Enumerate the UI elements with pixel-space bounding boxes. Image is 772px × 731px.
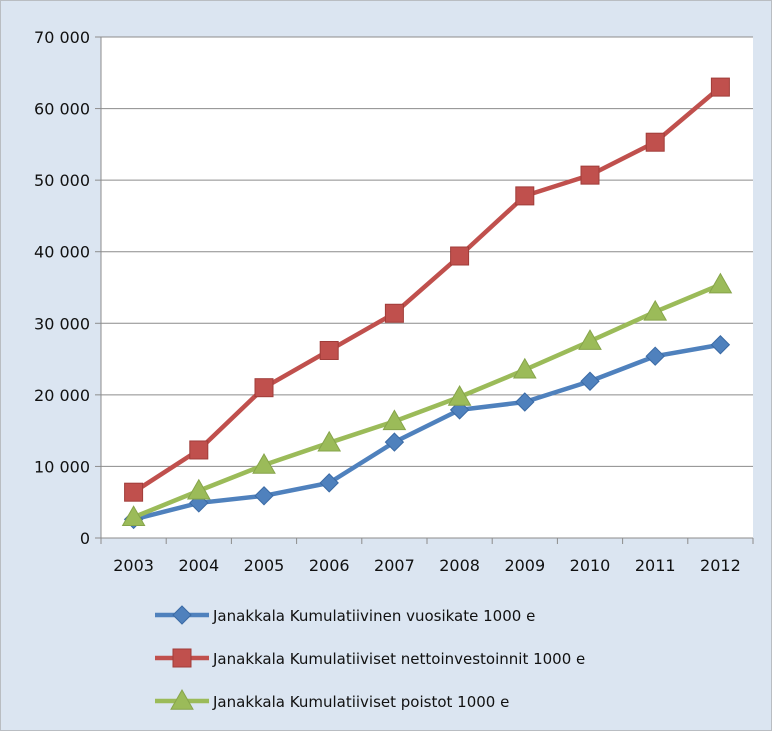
- data-point-0-2006: [319, 473, 339, 493]
- x-tick-label-2004: 2004: [178, 556, 219, 575]
- data-point-1-2012: [710, 77, 730, 97]
- data-point-1-2010: [580, 165, 600, 185]
- series-line-0: [131, 342, 723, 522]
- data-point-1-2011: [645, 132, 665, 152]
- legend-label-2: Janakkala Kumulatiiviset poistot 1000 e: [212, 693, 509, 711]
- y-tick-label-6: 60 000: [34, 100, 90, 119]
- axes: 0 10 000 20 000 30 000 40 000 50 000 60 000 70 …: [34, 28, 754, 575]
- data-point-1-2003: [124, 482, 144, 502]
- legend: Janakkala Kumulatiivinen vuosikate 1000 …: [155, 605, 585, 711]
- data-point-2-2008: [447, 384, 472, 406]
- x-tick-label-2012: 2012: [700, 556, 741, 575]
- data-point-1-2007: [384, 303, 404, 323]
- series-line-2: [131, 282, 723, 520]
- data-point-2-2005: [252, 452, 276, 474]
- data-point-2-2011: [643, 299, 668, 321]
- series-line-1: [131, 84, 723, 495]
- y-tick-label-5: 50 000: [34, 171, 90, 190]
- legend-item-1: Janakkala Kumulatiiviset nettoinvestoinn…: [155, 648, 585, 668]
- x-tick-label-2010: 2010: [570, 556, 611, 575]
- x-tick-label-2006: 2006: [309, 556, 350, 575]
- data-point-1-2006: [319, 340, 339, 360]
- y-tick-label-4: 40 000: [34, 243, 90, 262]
- data-point-1-2005: [254, 378, 274, 398]
- y-tick-label-0: 0: [80, 529, 90, 548]
- data-point-1-2004: [189, 440, 209, 460]
- y-tick-label-2: 20 000: [34, 386, 90, 405]
- legend-label-0: Janakkala Kumulatiivinen vuosikate 1000 …: [212, 607, 535, 625]
- data-point-0-2009: [515, 392, 535, 412]
- data-point-0-2010: [580, 371, 600, 391]
- data-point-0-2012: [710, 335, 731, 355]
- series-layer: [121, 77, 733, 530]
- data-point-0-2007: [384, 432, 405, 452]
- data-point-1-2009: [515, 186, 535, 206]
- gridlines: [101, 36, 753, 467]
- x-tick-label-2003: 2003: [113, 556, 154, 575]
- data-point-2-2004: [186, 478, 211, 500]
- y-tick-label-1: 10 000: [34, 457, 90, 476]
- x-tick-label-2009: 2009: [504, 556, 545, 575]
- data-point-2-2007: [382, 409, 407, 431]
- series-1: [124, 77, 730, 502]
- x-tick-label-2005: 2005: [244, 556, 285, 575]
- y-tick-label-3: 30 000: [34, 314, 90, 333]
- data-point-0-2005: [254, 486, 274, 506]
- data-point-2-2012: [708, 272, 733, 294]
- x-tick-label-2008: 2008: [439, 556, 480, 575]
- legend-label-1: Janakkala Kumulatiiviset nettoinvestoinn…: [212, 650, 585, 668]
- data-point-2-2009: [512, 357, 537, 379]
- legend-marker-1: [172, 648, 192, 668]
- data-point-2-2010: [578, 329, 602, 350]
- x-tick-label-2011: 2011: [635, 556, 676, 575]
- x-tick-label-2007: 2007: [374, 556, 415, 575]
- y-tick-label-7: 70 000: [34, 28, 90, 47]
- legend-item-0: Janakkala Kumulatiivinen vuosikate 1000 …: [155, 605, 535, 625]
- series-2: [121, 272, 733, 526]
- data-point-2-2006: [317, 430, 342, 452]
- legend-marker-0: [172, 605, 192, 625]
- legend-marker-2: [170, 688, 194, 710]
- data-point-2-2003: [121, 505, 146, 526]
- data-point-0-2011: [645, 346, 665, 366]
- data-point-1-2008: [450, 246, 470, 266]
- legend-item-2: Janakkala Kumulatiiviset poistot 1000 e: [155, 688, 509, 711]
